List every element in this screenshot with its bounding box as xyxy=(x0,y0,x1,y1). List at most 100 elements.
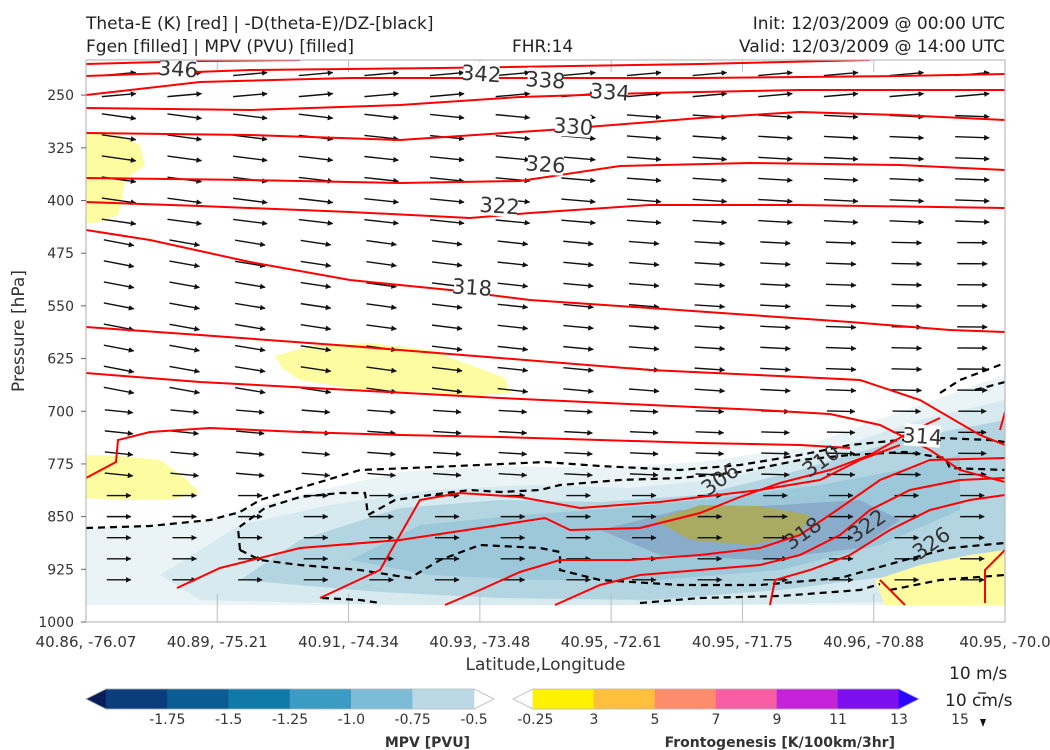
wind-vector xyxy=(955,198,990,204)
wind-vector xyxy=(629,472,659,478)
wind-vector xyxy=(692,219,728,226)
wind-vector xyxy=(626,91,662,98)
wind-vector xyxy=(497,387,529,395)
fgen-colorbar-tick: 9 xyxy=(773,712,782,728)
wind-vector xyxy=(101,113,137,121)
wind-vector xyxy=(366,282,397,289)
wind-vector xyxy=(170,409,200,415)
wind-vector xyxy=(103,365,135,374)
wind-vector xyxy=(628,303,660,310)
gradient-contour-3 xyxy=(239,541,1005,587)
wind-vector xyxy=(758,198,793,204)
wind-vector xyxy=(104,451,134,458)
wind-vector xyxy=(891,261,923,267)
wind-vector xyxy=(169,281,201,290)
wind-vector xyxy=(104,430,134,437)
wind-vector xyxy=(626,219,662,226)
fgen-colorbar-outline xyxy=(512,688,920,710)
y-tick-label: 925 xyxy=(47,562,74,578)
wind-vector xyxy=(760,282,791,289)
colorbars: -1.75 -1.5 -1.25 -1.0 -0.75 -0.5 -0.25 MPV [PVU… xyxy=(85,688,969,750)
theta-e-label-bg xyxy=(903,423,942,448)
wind-vector xyxy=(301,451,331,457)
wind-vector xyxy=(561,156,596,163)
wind-vector xyxy=(955,113,990,120)
wind-vector xyxy=(628,346,660,352)
wind-vector xyxy=(103,239,135,248)
wind-vector xyxy=(234,260,266,269)
fgen-colorbar-tick: 15 xyxy=(951,712,969,728)
wind-vector xyxy=(628,324,660,331)
wind-vector xyxy=(694,240,726,247)
y-tick-label: 775 xyxy=(47,457,74,473)
wind-vector xyxy=(364,219,399,226)
vector-key-horizontal: 10 m/s xyxy=(949,664,1008,684)
gradient-contour-8 xyxy=(889,573,1005,592)
mpv-colorbar-tick: -0.25 xyxy=(517,712,553,728)
wind-vector xyxy=(955,91,990,98)
wind-vector xyxy=(564,472,593,478)
wind-vector xyxy=(692,70,728,77)
wind-vector xyxy=(366,260,397,268)
theta-e-contour xyxy=(86,110,1005,142)
wind-vector xyxy=(761,450,790,457)
wind-vector xyxy=(695,429,725,436)
x-tick-label: 40.86, -76.07 xyxy=(36,633,137,651)
wind-vector xyxy=(694,366,726,373)
wind-vector xyxy=(628,388,660,394)
wind-vector xyxy=(169,365,201,374)
wind-vector xyxy=(692,177,728,184)
wind-vector xyxy=(826,408,856,415)
wind-vector xyxy=(760,345,791,352)
wind-vector xyxy=(429,198,465,205)
mpv-colorbar-tick: -0.75 xyxy=(395,712,431,728)
gradient-contour-7 xyxy=(974,380,1005,392)
theta-e-label-bg xyxy=(591,79,629,104)
wind-vector xyxy=(300,387,332,395)
fgen-colorbar-swatch xyxy=(715,688,778,710)
wind-vector xyxy=(826,429,856,436)
wind-vector xyxy=(694,345,726,352)
wind-vector xyxy=(364,134,399,142)
fgen-colorbar-swatch xyxy=(593,688,656,710)
wind-vector xyxy=(626,177,662,184)
wind-vector xyxy=(825,240,857,246)
plot-frame xyxy=(85,59,1006,623)
wind-vector xyxy=(825,387,857,394)
wind-vector xyxy=(170,451,200,458)
wind-vector xyxy=(432,472,462,478)
wind-vector xyxy=(497,303,529,310)
wind-vector xyxy=(889,219,925,225)
title-line-2: Fgen [filled] | MPV (PVU) [filled] xyxy=(86,37,355,57)
theta-e-contour xyxy=(86,89,1005,112)
fgen-colorbar-tick: 3 xyxy=(590,712,599,728)
x-tick-label: 40.95, -71.75 xyxy=(692,633,793,651)
wind-vector xyxy=(366,366,397,374)
wind-vector xyxy=(497,282,529,289)
wind-vector xyxy=(300,324,332,332)
x-tick-label: 40.95, -70.0 xyxy=(959,633,1050,651)
wind-vector xyxy=(695,408,725,415)
wind-vector xyxy=(760,387,791,394)
axes: 250 325 400 475 550 625 700 775 850 925 1000 40.86,… xyxy=(9,88,1050,675)
wind-vector xyxy=(234,323,266,332)
wind-vector xyxy=(694,282,726,289)
wind-vector xyxy=(692,91,728,98)
wind-vector xyxy=(497,261,529,268)
wind-vector xyxy=(891,366,923,373)
wind-vector xyxy=(495,70,531,77)
fgen-colorbar-tick: 11 xyxy=(829,712,847,728)
wind-vector xyxy=(367,409,396,415)
y-tick-label: 625 xyxy=(47,352,74,368)
wind-vector xyxy=(628,261,660,268)
wind-vector xyxy=(367,430,396,436)
wind-vector xyxy=(564,408,593,415)
fgen-fill-lower-left xyxy=(86,455,200,500)
wind-vector xyxy=(626,114,662,120)
wind-vector xyxy=(298,197,334,205)
mpv-colorbar-tick: -1.25 xyxy=(272,712,308,728)
wind-vector xyxy=(561,198,596,205)
wind-vector xyxy=(823,91,859,98)
theta-e-label: 338 xyxy=(525,67,567,94)
fgen-colorbar-swatch xyxy=(512,688,534,710)
